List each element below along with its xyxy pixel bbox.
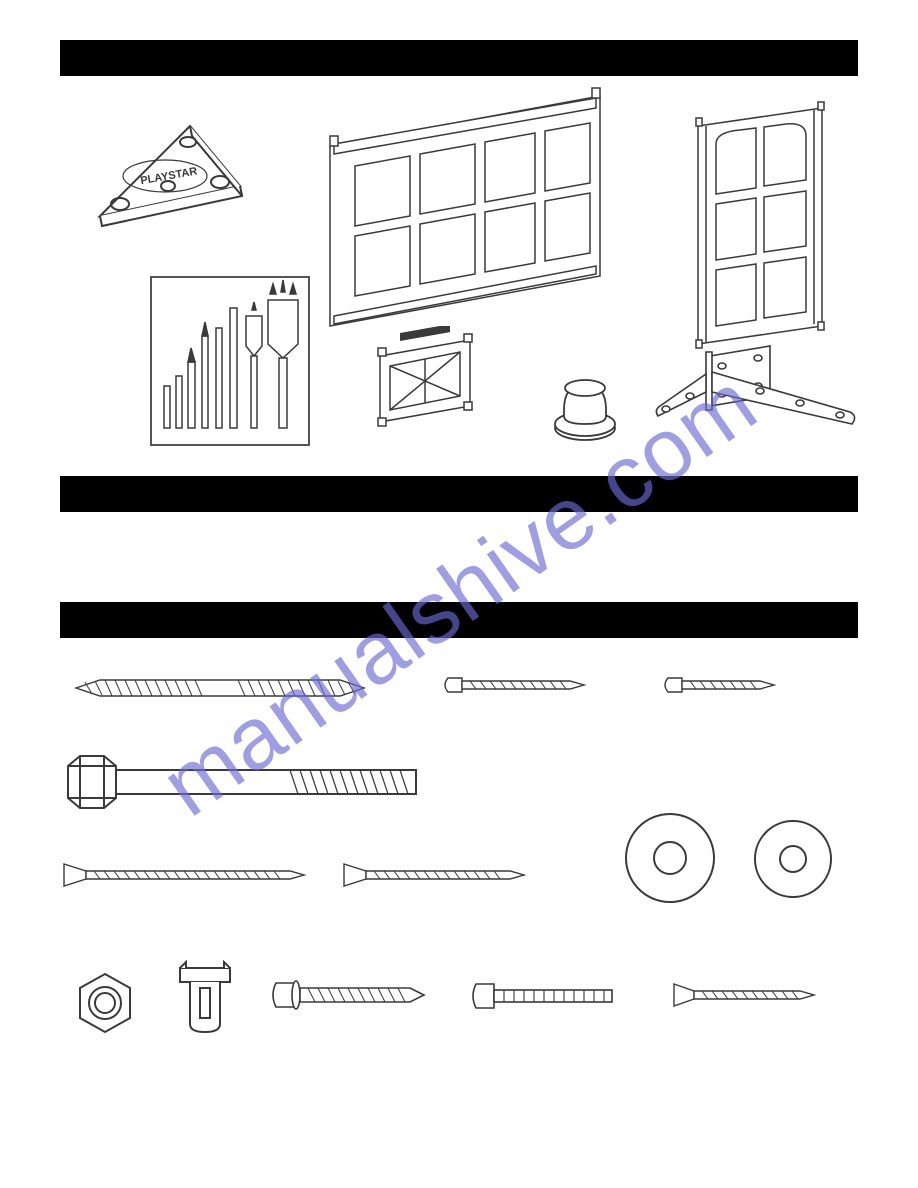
manual-page: PLAYSTAR xyxy=(0,0,918,1188)
truss-head-screw-medium-icon xyxy=(440,668,590,703)
washer-small-icon xyxy=(750,816,836,902)
section-header-hardware xyxy=(60,602,858,638)
machine-screw-icon xyxy=(470,976,620,1016)
washer-large-icon xyxy=(620,808,720,908)
window-panel-wide-icon xyxy=(310,86,620,346)
strap-hinge-icon xyxy=(650,336,860,456)
hardware-section xyxy=(60,638,858,1108)
section-header-middle xyxy=(60,476,858,512)
hex-bolt-large-icon xyxy=(60,748,430,818)
hex-nut-icon xyxy=(70,968,140,1038)
pan-head-screw-icon xyxy=(270,973,430,1018)
parts-section: PLAYSTAR xyxy=(60,76,858,476)
bracket-plate-icon: PLAYSTAR xyxy=(70,96,270,266)
mid-spacer xyxy=(60,512,858,602)
section-header-parts xyxy=(60,40,858,76)
drill-template-icon xyxy=(360,326,490,436)
flathead-screw-small-icon xyxy=(670,978,820,1013)
flathead-screw-long-icon xyxy=(60,858,310,893)
flathead-screw-medium-icon xyxy=(340,858,530,893)
door-panel-icon xyxy=(680,96,840,356)
barrel-nut-icon xyxy=(170,958,240,1038)
double-ended-screw-icon xyxy=(70,668,370,708)
door-knob-icon xyxy=(540,366,630,451)
truss-head-screw-short-icon xyxy=(660,668,780,703)
drill-bit-set-icon xyxy=(150,276,310,446)
